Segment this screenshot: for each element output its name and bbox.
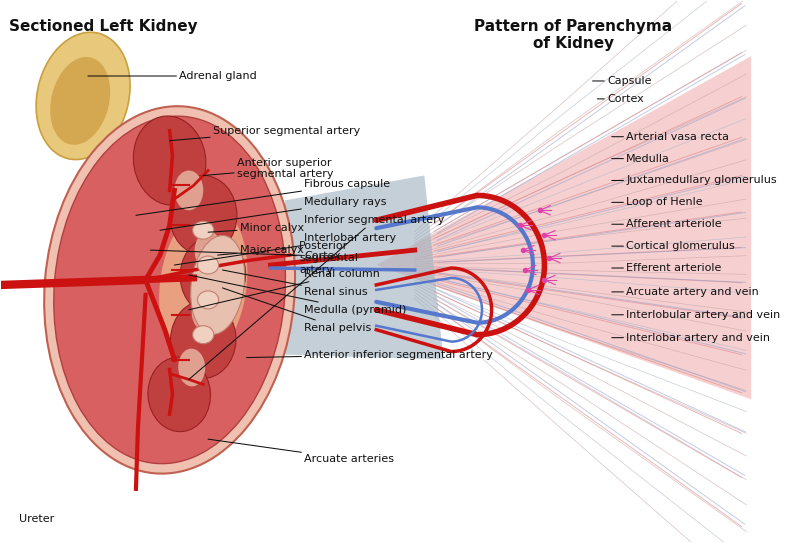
Text: of Kidney: of Kidney xyxy=(532,36,613,51)
Text: Cortex: Cortex xyxy=(150,250,341,261)
Text: Interlobar artery and vein: Interlobar artery and vein xyxy=(611,333,770,343)
Ellipse shape xyxy=(159,206,247,364)
Ellipse shape xyxy=(195,231,221,269)
Text: Interlobular artery and vein: Interlobular artery and vein xyxy=(611,310,779,320)
Text: Adrenal gland: Adrenal gland xyxy=(88,71,256,81)
Ellipse shape xyxy=(50,57,110,145)
Text: Posterior
segmental
artery: Posterior segmental artery xyxy=(287,242,358,275)
Ellipse shape xyxy=(174,171,203,210)
Ellipse shape xyxy=(178,349,205,387)
Text: Cortex: Cortex xyxy=(597,94,643,104)
Polygon shape xyxy=(285,175,443,359)
Text: Sectioned Left Kidney: Sectioned Left Kidney xyxy=(9,20,197,34)
Text: Afferent arteriole: Afferent arteriole xyxy=(611,219,721,229)
Text: Efferent arteriole: Efferent arteriole xyxy=(611,263,721,273)
Ellipse shape xyxy=(180,236,245,314)
Ellipse shape xyxy=(191,236,244,334)
Text: Capsule: Capsule xyxy=(592,76,650,86)
Ellipse shape xyxy=(44,106,294,473)
Text: Pattern of Parenchyma: Pattern of Parenchyma xyxy=(474,20,672,34)
Ellipse shape xyxy=(36,32,130,160)
Ellipse shape xyxy=(54,116,285,464)
Text: Interlobar artery: Interlobar artery xyxy=(174,233,396,265)
Text: Loop of Henle: Loop of Henle xyxy=(611,197,702,207)
Ellipse shape xyxy=(192,326,213,344)
Polygon shape xyxy=(375,56,750,399)
Text: Arcuate arteries: Arcuate arteries xyxy=(208,439,393,464)
Ellipse shape xyxy=(148,357,210,432)
Text: Cortical glomerulus: Cortical glomerulus xyxy=(611,241,734,251)
Ellipse shape xyxy=(197,291,218,309)
Text: Juxtamedullary glomerulus: Juxtamedullary glomerulus xyxy=(611,175,776,186)
Text: Major calyx: Major calyx xyxy=(217,245,303,255)
Ellipse shape xyxy=(170,301,236,378)
Ellipse shape xyxy=(133,116,206,205)
Text: Superior segmental artery: Superior segmental artery xyxy=(169,126,359,141)
Text: Renal column: Renal column xyxy=(189,269,380,310)
Ellipse shape xyxy=(197,256,218,274)
Text: Medulla (pyramid): Medulla (pyramid) xyxy=(189,275,406,315)
Text: Anterior superior
segmental artery: Anterior superior segmental artery xyxy=(203,157,333,179)
Ellipse shape xyxy=(192,221,213,239)
Text: Anterior inferior segmental artery: Anterior inferior segmental artery xyxy=(247,350,492,359)
Text: Medullary rays: Medullary rays xyxy=(160,197,386,230)
Text: Fibrous capsule: Fibrous capsule xyxy=(135,179,390,215)
Text: Medulla: Medulla xyxy=(611,154,669,163)
Text: Arterial vasa recta: Arterial vasa recta xyxy=(611,132,728,142)
Text: Renal sinus: Renal sinus xyxy=(222,270,367,297)
Text: Minor calyx: Minor calyx xyxy=(208,223,303,233)
Text: Arcuate artery and vein: Arcuate artery and vein xyxy=(611,287,758,297)
Text: Ureter: Ureter xyxy=(19,514,54,524)
Text: Renal pelvis: Renal pelvis xyxy=(222,288,371,333)
Ellipse shape xyxy=(191,293,218,331)
Ellipse shape xyxy=(169,175,237,255)
Text: Inferior segmental artery: Inferior segmental artery xyxy=(189,215,444,380)
